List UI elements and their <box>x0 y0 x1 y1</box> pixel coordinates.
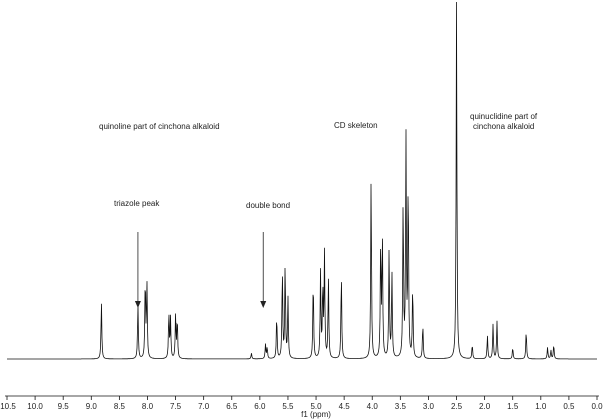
x-tick-label: 1.5 <box>507 402 519 411</box>
x-tick-label: 4.5 <box>339 402 351 411</box>
x-tick-label: 6.5 <box>226 402 238 411</box>
x-axis-ticks: 10.5 10.0 9.5 9.0 8.5 8.0 7.5 7.0 6.5 6.0 5.5 5.0 4.… <box>0 396 603 411</box>
annotation-double-bond: double bond <box>246 201 291 210</box>
x-tick-label: 4.0 <box>367 402 379 411</box>
x-tick-label: 10.0 <box>27 402 43 411</box>
annotation-cd-skeleton: CD skeleton <box>334 121 378 130</box>
annotation-quinuclidine-line1: quinuclidine part of <box>470 112 538 121</box>
spectrum-trace <box>7 1 597 360</box>
x-tick-label: 3.0 <box>423 402 435 411</box>
x-tick-label: 8.0 <box>142 402 154 411</box>
x-tick-label: 0.0 <box>591 402 603 411</box>
x-tick-label: 10.5 <box>0 402 16 411</box>
x-tick-label: 7.0 <box>198 402 210 411</box>
x-tick-label: 2.0 <box>479 402 491 411</box>
x-tick-label: 6.0 <box>254 402 266 411</box>
x-tick-label: 9.0 <box>86 402 98 411</box>
annotation-arrows <box>134 232 267 308</box>
x-tick-label: 9.5 <box>58 402 70 411</box>
x-tick-label: 8.5 <box>114 402 126 411</box>
x-tick-label: 3.5 <box>395 402 407 411</box>
annotation-quinuclidine-line2: cinchona alkaloid <box>473 122 535 131</box>
x-tick-label: 5.5 <box>282 402 294 411</box>
x-tick-label: 7.5 <box>170 402 182 411</box>
arrow-head-1 <box>134 301 141 308</box>
x-tick-label: 1.0 <box>535 402 547 411</box>
x-tick-label: 0.5 <box>563 402 575 411</box>
x-axis-title: f1 (ppm) <box>301 410 331 419</box>
arrow-head-2 <box>260 301 267 308</box>
x-tick-label: 5.0 <box>310 402 322 411</box>
annotation-triazole-peak: triazole peak <box>114 199 160 208</box>
x-tick-label: 2.5 <box>451 402 463 411</box>
annotation-quinoline: quinoline part of cinchona alkaloid <box>99 122 220 131</box>
